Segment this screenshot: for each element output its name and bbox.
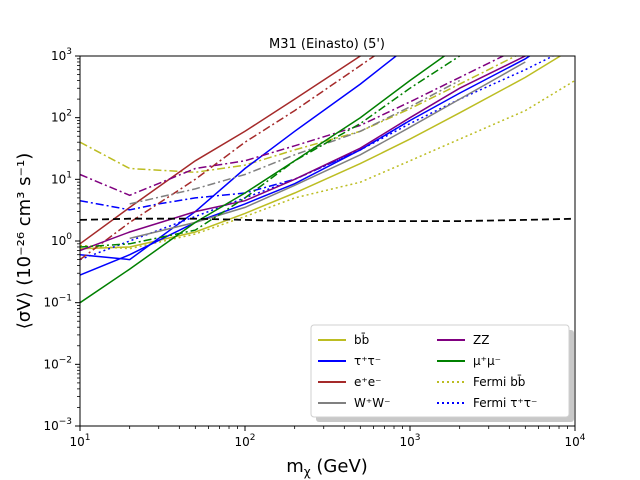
legend: bb̄ ZZ τ⁺τ⁻ μ⁺μ⁻ e⁺e⁻ Fermi bb̄ W⁺W⁻ Fermi τ⁺τ⁻ — [310, 324, 574, 422]
y-tick-label: 102 — [51, 109, 72, 125]
legend-label: Fermi bb̄ — [473, 375, 525, 389]
series-line-0 — [80, 56, 562, 250]
legend-label: e⁺e⁻ — [354, 375, 381, 389]
legend-label: μ⁺μ⁻ — [473, 354, 501, 368]
series-line-2 — [80, 79, 575, 250]
series-layer — [80, 56, 575, 304]
series-line-11 — [80, 56, 527, 252]
y-tick-label: 101 — [51, 170, 72, 186]
series-line-14 — [80, 56, 461, 248]
series-line-5 — [80, 56, 398, 261]
y-tick-label: 10−3 — [43, 417, 72, 433]
x-tick-label: 103 — [399, 433, 420, 449]
legend-label: τ⁺τ⁻ — [354, 354, 381, 368]
x-axis-title: mχ (GeV) — [286, 456, 368, 479]
series-line-15 — [80, 217, 575, 222]
x-axis-title-main: m — [286, 456, 304, 477]
series-line-8 — [80, 56, 376, 261]
series-line-1 — [80, 56, 518, 174]
legend-box — [310, 324, 570, 418]
legend-label: bb̄ — [354, 333, 369, 347]
series-line-3 — [80, 56, 532, 276]
y-tick-label: 10−2 — [43, 355, 72, 371]
x-axis-title-sub: χ — [304, 465, 311, 479]
legend-label: ZZ — [473, 333, 489, 347]
chart-title: M31 (Einasto) (5') — [269, 37, 385, 52]
x-tick-label: 104 — [564, 433, 585, 449]
legend-items: bb̄ ZZ τ⁺τ⁻ μ⁺μ⁻ e⁺e⁻ Fermi bb̄ W⁺W⁻ Fermi τ⁺τ⁻ — [318, 333, 537, 410]
series-line-7 — [80, 56, 362, 245]
y-tick-label: 10−1 — [43, 294, 72, 310]
y-tick-label: 100 — [51, 232, 72, 248]
x-axis-ticks: 101 102 103 104 — [69, 426, 586, 449]
x-tick-label: 101 — [69, 433, 90, 449]
y-axis-title: ⟨σV⟩ (10⁻²⁶ cm³ s⁻¹) — [14, 153, 35, 330]
series-line-6 — [80, 56, 555, 261]
legend-label: Fermi τ⁺τ⁻ — [473, 396, 537, 410]
series-line-12 — [80, 56, 505, 197]
series-line-13 — [80, 56, 446, 304]
series-line-9 — [129, 61, 526, 240]
x-axis-title-unit: (GeV) — [311, 456, 368, 477]
legend-label: W⁺W⁻ — [354, 396, 390, 410]
x-tick-label: 102 — [234, 433, 255, 449]
series-line-10 — [129, 79, 461, 205]
y-tick-label: 103 — [51, 47, 72, 63]
y-axis-ticks: 10−3 10−2 10−1 100 101 102 103 — [43, 47, 80, 433]
series-line-4 — [80, 119, 411, 211]
